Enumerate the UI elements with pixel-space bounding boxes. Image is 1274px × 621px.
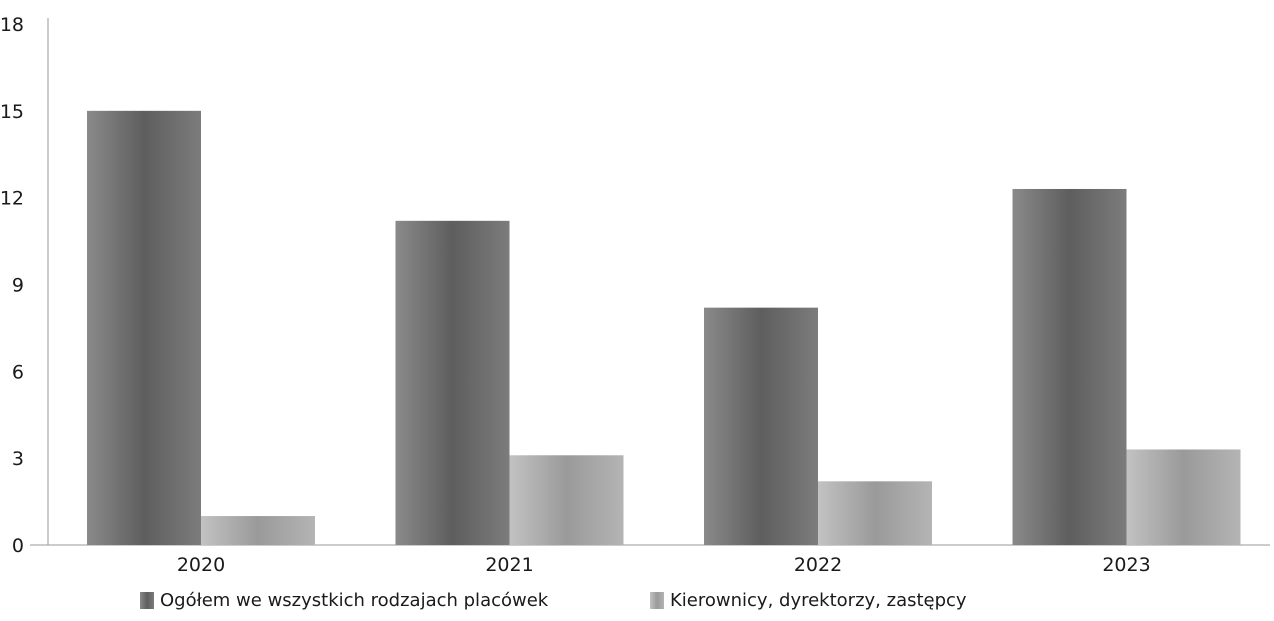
legend-swatch-total xyxy=(140,592,154,609)
y-tick-label-0: 0 xyxy=(12,535,24,557)
bar-total-2021 xyxy=(395,220,510,546)
bar-managers-2020 xyxy=(201,516,315,545)
bar-total-2020 xyxy=(87,110,201,545)
y-tick-label-3: 3 xyxy=(12,448,24,470)
legend: Ogółem we wszystkich rodzajach placówek … xyxy=(0,590,1274,620)
bar-total-2023 xyxy=(1012,188,1127,545)
y-tick-label-12: 12 xyxy=(0,188,24,210)
legend-label-managers: Kierownicy, dyrektorzy, zastępcy xyxy=(670,590,967,611)
y-tick-label-6: 6 xyxy=(12,361,24,383)
y-tick-label-18: 18 xyxy=(0,14,24,36)
bar-managers-2023 xyxy=(1126,449,1241,545)
bar-total-2022 xyxy=(704,307,818,545)
legend-swatch-managers xyxy=(650,592,664,609)
x-tick-label-2023: 2023 xyxy=(1102,554,1150,576)
bar-managers-2022 xyxy=(818,481,932,545)
x-tick-label-2022: 2022 xyxy=(794,554,842,576)
x-tick-label-2020: 2020 xyxy=(177,554,225,576)
chart-svg: 0 3 6 9 12 15 18 2020 2021 2022 2023 xyxy=(0,14,1270,576)
bar-managers-2021 xyxy=(509,455,624,545)
legend-item-total: Ogółem we wszystkich rodzajach placówek xyxy=(140,590,548,611)
legend-label-total: Ogółem we wszystkich rodzajach placówek xyxy=(160,590,549,611)
x-tick-label-2021: 2021 xyxy=(485,554,533,576)
y-tick-label-9: 9 xyxy=(12,275,24,297)
legend-item-managers: Kierownicy, dyrektorzy, zastępcy xyxy=(650,590,967,611)
y-tick-label-15: 15 xyxy=(0,101,24,123)
